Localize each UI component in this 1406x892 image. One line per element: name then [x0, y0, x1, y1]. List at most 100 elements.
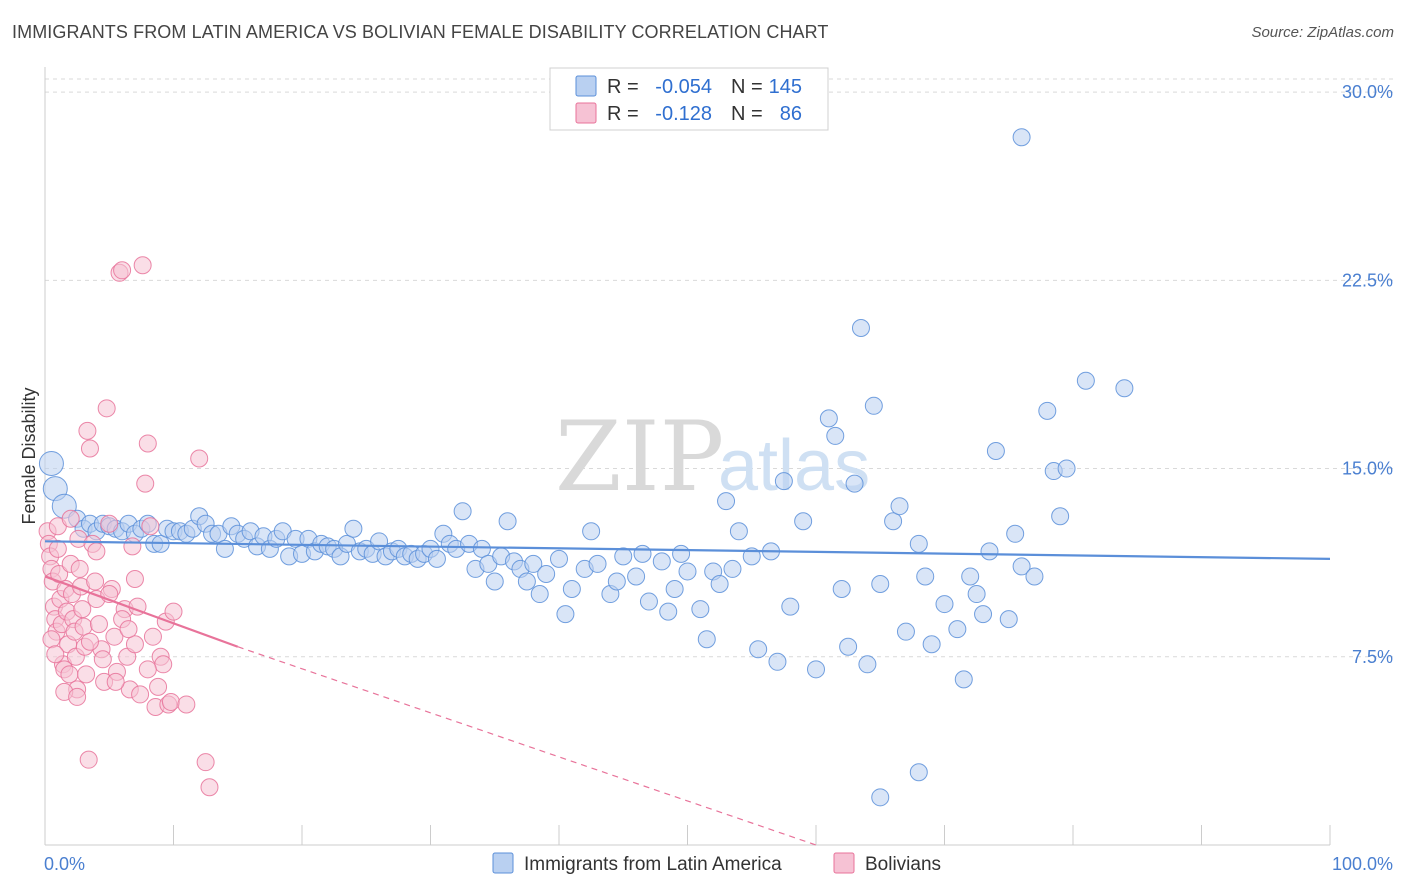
- point-immigrants: [749, 640, 768, 659]
- point-immigrants: [691, 600, 710, 619]
- point-immigrants: [710, 574, 729, 593]
- bottom-legend-label-immigrants: Immigrants from Latin America: [524, 854, 782, 875]
- legend-n-label-2: N =: [731, 103, 763, 125]
- y-tick-label: 15.0%: [1342, 459, 1393, 479]
- legend-swatch-blue: [575, 75, 597, 97]
- point-immigrants: [1051, 507, 1070, 526]
- point-immigrants: [472, 539, 491, 558]
- point-bolivians: [136, 474, 155, 493]
- point-immigrants: [627, 567, 646, 586]
- point-immigrants: [672, 544, 691, 563]
- point-immigrants: [980, 542, 999, 561]
- point-bolivians: [105, 627, 124, 646]
- point-immigrants: [1012, 128, 1031, 147]
- point-immigrants: [935, 595, 954, 614]
- point-immigrants: [974, 605, 993, 624]
- point-bolivians: [164, 602, 183, 621]
- point-immigrants: [851, 319, 870, 338]
- point-immigrants: [1076, 371, 1095, 390]
- point-immigrants: [961, 567, 980, 586]
- trend-line-bolivians: [44, 575, 239, 648]
- point-bolivians: [86, 572, 105, 591]
- point-bolivians: [87, 542, 106, 561]
- point-bolivians: [138, 434, 157, 453]
- point-immigrants: [1038, 401, 1057, 420]
- y-tick-label: 22.5%: [1342, 270, 1393, 290]
- legend-n-value-1: 145: [769, 76, 802, 98]
- point-immigrants: [781, 597, 800, 616]
- point-bolivians: [78, 421, 97, 440]
- point-bolivians: [46, 645, 65, 664]
- point-bolivians: [106, 672, 125, 691]
- point-bolivians: [154, 655, 173, 674]
- point-bolivians: [42, 630, 61, 649]
- point-immigrants: [774, 472, 793, 491]
- point-immigrants: [986, 441, 1005, 460]
- point-immigrants: [832, 580, 851, 599]
- point-bolivians: [70, 559, 89, 578]
- trend-line-immigrants: [44, 540, 1331, 560]
- point-bolivians: [60, 665, 79, 684]
- point-bolivians: [125, 635, 144, 654]
- point-bolivians: [131, 685, 150, 704]
- point-immigrants: [582, 522, 601, 541]
- point-immigrants: [819, 409, 838, 428]
- point-immigrants: [453, 502, 472, 521]
- point-immigrants: [896, 622, 915, 641]
- point-immigrants: [427, 549, 446, 568]
- point-bolivians: [48, 539, 67, 558]
- bottom-legend: Immigrants from Latin America Bolivians: [492, 852, 941, 875]
- point-immigrants: [967, 585, 986, 604]
- y-tick-labels: 7.5% 15.0% 22.5% 30.0%: [1342, 82, 1393, 667]
- point-bolivians: [80, 632, 99, 651]
- source-credit: Source: ZipAtlas.com: [1251, 24, 1394, 41]
- point-immigrants: [999, 610, 1018, 629]
- point-bolivians: [200, 778, 219, 797]
- point-immigrants: [922, 635, 941, 654]
- point-bolivians: [125, 569, 144, 588]
- point-bolivians: [196, 753, 215, 772]
- point-immigrants: [1012, 557, 1031, 576]
- point-immigrants: [717, 492, 736, 511]
- point-bolivians: [79, 750, 98, 769]
- chart-title: IMMIGRANTS FROM LATIN AMERICA VS BOLIVIA…: [12, 22, 829, 42]
- point-immigrants: [948, 620, 967, 639]
- point-bolivians: [97, 399, 116, 418]
- point-bolivians: [74, 617, 93, 636]
- point-bolivians: [133, 256, 152, 275]
- watermark-zip: ZIP: [555, 401, 724, 513]
- point-immigrants: [909, 534, 928, 553]
- point-bolivians: [177, 695, 196, 714]
- legend-r-value-2: -0.128: [655, 103, 712, 125]
- legend-r-label-2: R =: [607, 103, 639, 125]
- y-axis-title: Female Disability: [19, 387, 39, 524]
- point-immigrants: [1006, 524, 1025, 543]
- point-bolivians: [77, 665, 96, 684]
- legend-r-value-1: -0.054: [655, 76, 712, 98]
- legend-n-value-2: 86: [780, 103, 802, 125]
- point-bolivians: [93, 650, 112, 669]
- point-immigrants: [537, 564, 556, 583]
- point-immigrants: [38, 451, 64, 477]
- point-immigrants: [1115, 379, 1134, 398]
- point-immigrants: [826, 426, 845, 445]
- bottom-legend-label-bolivians: Bolivians: [865, 854, 941, 875]
- point-bolivians: [149, 677, 168, 696]
- point-immigrants: [633, 544, 652, 563]
- y-tick-label: 30.0%: [1342, 82, 1393, 102]
- point-immigrants: [871, 788, 890, 807]
- point-immigrants: [607, 572, 626, 591]
- point-bolivians: [123, 537, 142, 556]
- point-immigrants: [588, 554, 607, 573]
- point-immigrants: [890, 497, 909, 516]
- point-immigrants: [639, 592, 658, 611]
- series-bolivians-points: [38, 256, 219, 797]
- point-immigrants: [729, 522, 748, 541]
- point-immigrants: [485, 572, 504, 591]
- legend-n-label-1: N =: [731, 76, 763, 98]
- point-bolivians: [143, 627, 162, 646]
- point-immigrants: [1025, 567, 1044, 586]
- point-immigrants: [659, 602, 678, 621]
- point-immigrants: [794, 512, 813, 531]
